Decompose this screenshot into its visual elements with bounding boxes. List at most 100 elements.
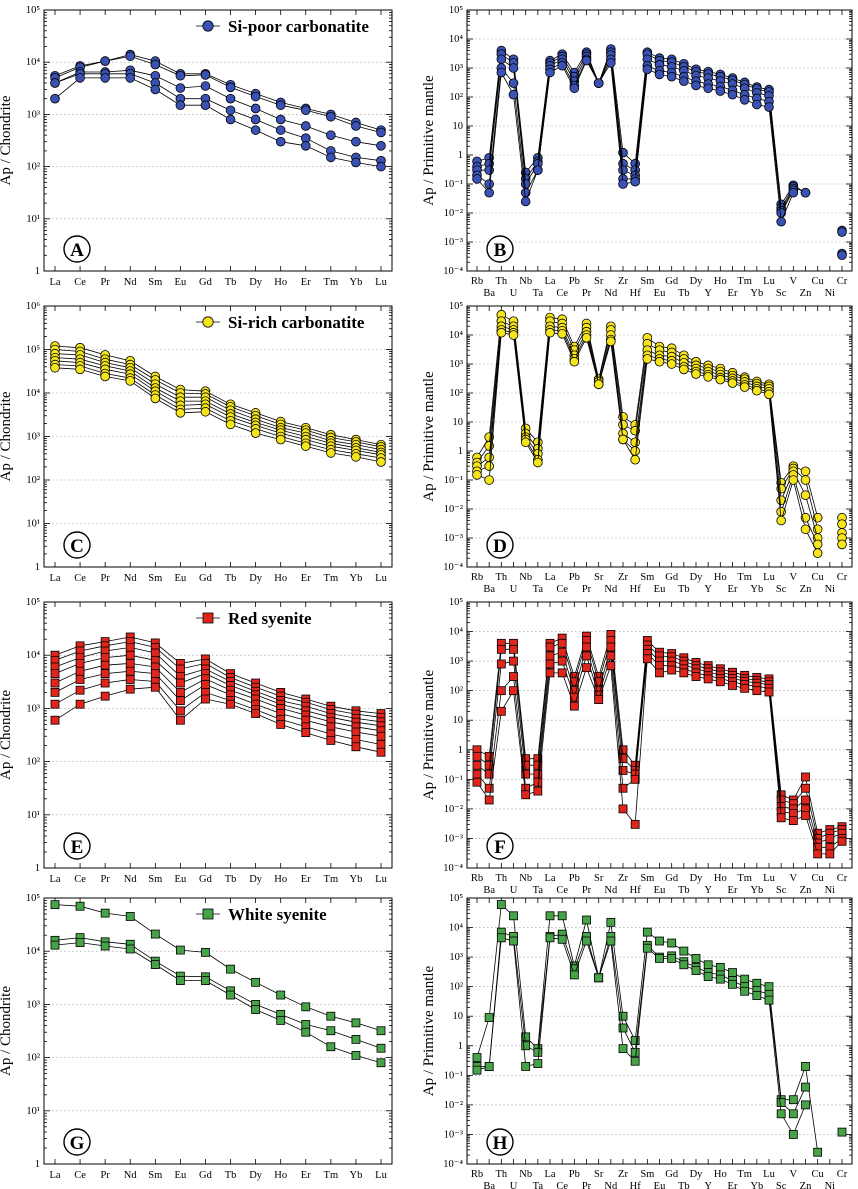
x-tick-label: Zr [618, 572, 628, 583]
x-tick-label: V [790, 1169, 798, 1180]
data-point [642, 654, 652, 664]
data-point [569, 83, 580, 94]
series-s5 [472, 654, 847, 859]
data-point [275, 434, 286, 445]
data-point [496, 67, 507, 78]
x-tick-label: Pr [100, 1170, 110, 1181]
y-tick-label: 10⁻³ [444, 833, 463, 844]
data-point [326, 1026, 336, 1036]
x-tick-label: Ho [274, 874, 287, 885]
series-s3 [472, 50, 847, 259]
x-tick-label: Tm [324, 874, 339, 885]
x-tick-label: Lu [763, 1169, 775, 1180]
data-point [175, 976, 185, 986]
data-point [618, 165, 628, 175]
data-point [226, 699, 235, 709]
data-point [642, 943, 652, 953]
data-point [326, 152, 336, 163]
data-point [150, 960, 160, 969]
data-point [100, 908, 110, 918]
data-point [351, 121, 361, 131]
x-tick-label: Ba [483, 885, 495, 896]
data-point [100, 691, 110, 701]
y-tick-label: 1 [458, 1041, 463, 1052]
y-tick-label: 10⁴ [449, 923, 464, 934]
data-point [521, 769, 531, 779]
x-tick-label: Sc [776, 885, 787, 896]
data-point [800, 490, 811, 500]
x-tick-label: Tb [225, 573, 237, 584]
legend: Si-poor carbonatite [196, 17, 369, 36]
data-point [569, 692, 579, 702]
data-point [545, 327, 555, 338]
data-point [175, 408, 186, 418]
data-point [300, 441, 311, 451]
x-tick-label: Nd [604, 288, 618, 299]
data-point [752, 991, 762, 1000]
panel-letter-circle [486, 1128, 514, 1156]
data-point [776, 1098, 786, 1107]
data-point [703, 972, 713, 981]
x-tick-label: Cu [812, 873, 825, 884]
data-point [618, 179, 628, 189]
data-point [200, 70, 211, 80]
data-point [326, 448, 336, 458]
data-point [557, 638, 567, 648]
y-axis-label: Ap / Chondrite [0, 986, 14, 1076]
data-point [667, 938, 677, 948]
y-tick-label: 10 [453, 1011, 464, 1022]
x-tick-label: Tb [678, 584, 690, 595]
data-point [225, 105, 236, 116]
y-tick-label: 10² [449, 982, 463, 993]
x-tick-label: Eu [175, 874, 187, 885]
x-tick-label: Yb [350, 874, 363, 885]
x-tick-label: Dy [249, 277, 263, 288]
x-tick-label: V [790, 873, 798, 884]
panel-h: 10⁻⁴ 10⁻³ 10⁻² 10⁻¹ 1 10 10² 10³ 10⁴ 10⁵ Ap / Prim… [421, 893, 853, 1189]
x-tick-label: Gd [199, 277, 213, 288]
y-tick-label: 10 [453, 417, 464, 428]
data-point [630, 774, 640, 784]
data-point [654, 69, 665, 80]
legend-label: Si-poor carbonatite [228, 17, 369, 36]
data-point [715, 962, 725, 972]
data-point [715, 974, 725, 984]
data-point [175, 70, 186, 81]
legend: Red syenite [196, 609, 312, 628]
x-tick-label: Dy [690, 873, 704, 884]
data-point [703, 372, 713, 382]
x-tick-label: Er [301, 1170, 311, 1181]
y-tick-label: 10⁵ [26, 345, 41, 356]
y-tick-label: 10³ [26, 109, 40, 120]
data-point [801, 1082, 810, 1092]
data-point [545, 668, 555, 678]
data-point [630, 454, 640, 465]
data-point [376, 731, 386, 741]
y-axis-label: Ap / Chondrite [0, 391, 14, 481]
x-tick-label: Er [301, 874, 311, 885]
data-point [728, 681, 737, 690]
data-point [472, 174, 482, 184]
data-point [776, 208, 786, 218]
x-tick-label: Cu [812, 1169, 825, 1180]
data-point [533, 1059, 543, 1068]
data-point [50, 78, 60, 88]
series-line [54, 904, 382, 1032]
x-tick-label: Tb [678, 885, 690, 896]
x-tick-label: U [510, 584, 518, 595]
data-point [545, 651, 555, 661]
data-point [666, 71, 677, 82]
x-tick-label: Ce [74, 277, 86, 288]
data-point [250, 114, 261, 125]
x-tick-label: Sm [148, 1170, 162, 1181]
y-tick-label: 10² [26, 757, 40, 768]
data-point [606, 651, 616, 661]
data-point [225, 93, 236, 104]
data-point [100, 371, 110, 382]
x-tick-label: Tm [737, 873, 752, 884]
data-point [496, 686, 506, 696]
data-point [727, 378, 738, 388]
x-tick-label: Dy [249, 1170, 263, 1181]
data-point [484, 452, 494, 463]
x-tick-label: Rb [471, 873, 483, 884]
